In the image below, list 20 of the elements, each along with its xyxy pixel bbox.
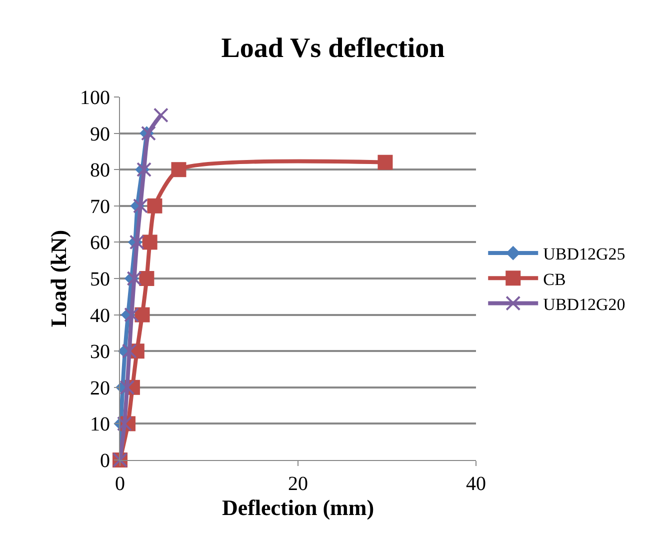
x-axis-title: Deflection (mm) [222, 495, 374, 520]
y-tick-label: 90 [90, 123, 110, 146]
legend-label: CB [543, 270, 566, 289]
legend-label: UBD12G20 [543, 294, 626, 314]
y-tick-label: 60 [90, 232, 110, 254]
y-tick-label: 50 [90, 268, 110, 290]
legend-label: UBD12G25 [543, 244, 626, 264]
y-tick-label: 0 [100, 450, 110, 472]
y-tick-label: 70 [90, 196, 110, 218]
y-tick-label: 30 [90, 341, 110, 364]
y-tick-label: 100 [80, 87, 110, 109]
x-tick-label: 20 [288, 473, 308, 495]
x-tick-label: 0 [115, 473, 125, 495]
y-tick-label: 40 [90, 304, 110, 327]
y-tick-label: 10 [90, 414, 110, 436]
y-axis-title: Load (kN) [46, 230, 71, 328]
y-tick-label: 20 [90, 377, 110, 400]
y-tick-label: 80 [90, 160, 110, 182]
x-tick-label: 40 [466, 473, 486, 495]
chart-title: Load Vs deflection [221, 33, 446, 64]
